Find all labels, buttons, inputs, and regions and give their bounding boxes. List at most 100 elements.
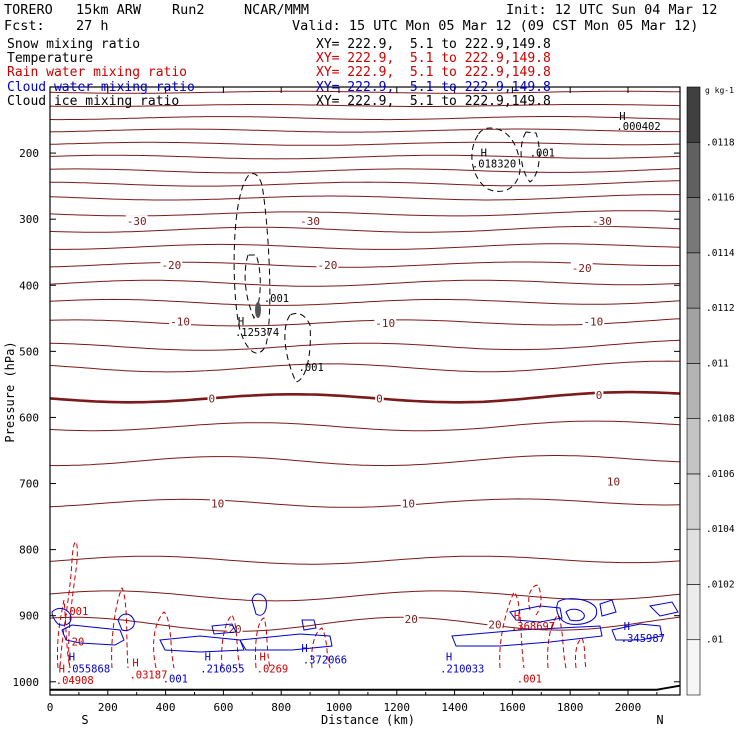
header-init: Init: 12 UTC Sun 04 Mar 12: [506, 2, 718, 18]
rain-water-contour: [255, 617, 271, 669]
cloud-ice-contour: [244, 254, 261, 320]
rain-water-contour: [528, 584, 542, 616]
contour-annotation: H: [446, 652, 452, 664]
isotherm-line: [49, 420, 681, 432]
isotherm-label: 20: [488, 618, 501, 631]
cloud-water-contour: [239, 633, 333, 651]
cloud-water-contour: [117, 613, 135, 631]
isotherm-label-bg: [591, 215, 613, 227]
isotherm-label-bg: [594, 388, 604, 400]
colorbar-tick-label: .0108: [706, 414, 735, 425]
header-run: Run2: [172, 2, 205, 18]
isotherm-line: [49, 455, 681, 467]
contour-annotation: H: [132, 658, 138, 670]
colorbar-segment: [686, 528, 701, 585]
isotherm-line: [49, 90, 680, 94]
isotherm-line: [49, 298, 681, 306]
x-tick-label: 800: [271, 701, 291, 714]
isotherm-label: 10: [607, 476, 620, 489]
cloud-water-contour: [61, 624, 125, 646]
isotherm-label-bg: [160, 258, 183, 270]
x-tick-label: 1600: [499, 701, 526, 714]
rain-water-contour: [547, 614, 567, 669]
cloud-ice-contour: [233, 173, 271, 354]
contour-annotation: H: [624, 621, 630, 633]
y-tick-label: 200: [19, 147, 39, 160]
y-tick-label: 900: [19, 610, 39, 623]
isotherm-label: 10: [402, 497, 415, 510]
rain-water-contour: [56, 599, 71, 669]
colorbar-tick-label: .0102: [706, 579, 735, 590]
cloud-ice-max-shading: [255, 302, 261, 318]
rain-water-contour: [499, 591, 525, 669]
isotherm-label-bg: [570, 262, 593, 274]
isotherm-label-bg: [605, 475, 622, 487]
isotherm-label-bg: [210, 497, 226, 509]
x-tick-label: 1800: [557, 701, 584, 714]
rain-water-contour: [221, 614, 241, 669]
contour-annotation: H: [619, 111, 625, 123]
isotherm-line: [50, 180, 681, 187]
isotherm-label: 10: [211, 497, 224, 510]
header-valid: Valid: 15 UTC Mon 05 Mar 12 (09 CST Mon …: [292, 18, 699, 34]
cloud-water-contour: [556, 598, 598, 625]
isotherm-label: -20: [572, 262, 592, 275]
colorbar-segment: [686, 584, 701, 641]
contour-annotation: .055868: [66, 664, 110, 676]
colorbar-segment: [686, 197, 701, 254]
isotherm-line: [49, 194, 680, 201]
y-axis-label: Pressure (hPa): [3, 341, 17, 442]
x-tick-label: 2000: [615, 701, 642, 714]
isotherm-line: [49, 616, 681, 632]
header-fcst-label: Fcst:: [4, 18, 45, 34]
isotherm-line: [49, 279, 681, 287]
cloud-water-contour: [451, 625, 603, 647]
colorbar-tick-label: .01: [706, 635, 723, 646]
legend-rain-label: Rain water mixing ratio: [7, 65, 188, 80]
isotherm-label-bg: [207, 392, 217, 404]
isotherm-label-bg: [169, 315, 191, 327]
isotherm-label: 0: [209, 392, 216, 405]
legend-snow-xy: XY= 222.9, 5.1 to 222.9,149.8: [316, 37, 551, 52]
y-tick-label: 300: [19, 213, 39, 226]
isotherm-line: [49, 168, 681, 174]
isotherm-line: [49, 360, 681, 373]
x-tick-label: 200: [98, 701, 118, 714]
isotherm-line: [49, 318, 681, 327]
cloud-water-contour: [599, 599, 617, 617]
contour-annotation: H: [260, 652, 266, 664]
contour-annotation: .368697: [511, 621, 555, 633]
isotherm-label: -30: [300, 215, 320, 228]
x-end-label-south: S: [81, 713, 88, 727]
cloud-water-contour: [51, 607, 72, 626]
cloud-water-contour: [648, 601, 679, 617]
isotherm-label: -30: [592, 215, 612, 228]
contour-annotation: .001: [517, 673, 542, 685]
rain-water-contour: [59, 541, 78, 669]
contour-annotation: .210033: [440, 664, 484, 676]
isotherm-label: -10: [375, 317, 395, 330]
isotherm-line: [50, 243, 681, 250]
isotherm-line: [49, 104, 681, 107]
header-resolution: 15km ARW: [76, 2, 142, 18]
colorbar-tick-label: .0116: [706, 193, 735, 204]
cloud-ice-contour: [471, 127, 521, 192]
contour-annotation: H: [69, 652, 75, 664]
isotherm-line: [49, 116, 681, 121]
colorbar-segment: [686, 86, 701, 143]
rain-water-contour: [311, 627, 331, 669]
isotherm-label-bg: [582, 315, 605, 327]
x-tick-label: 600: [213, 701, 233, 714]
legend-cloudwater-xy: XY= 222.9, 5.1 to 222.9,149.8: [316, 80, 551, 95]
colorbar-tick-label: .0112: [706, 303, 735, 314]
rain-water-contour: [111, 586, 129, 669]
isotherm-line: [49, 498, 681, 508]
isotherm-label: 0: [596, 389, 603, 402]
contour-annotation: .001: [530, 147, 555, 159]
isotherm-label: -10: [583, 316, 603, 329]
cloud-water-contour: [159, 635, 245, 653]
cloud-water-contour: [565, 608, 585, 622]
isotherm-line: [49, 141, 681, 146]
isotherm-line: [49, 154, 681, 160]
